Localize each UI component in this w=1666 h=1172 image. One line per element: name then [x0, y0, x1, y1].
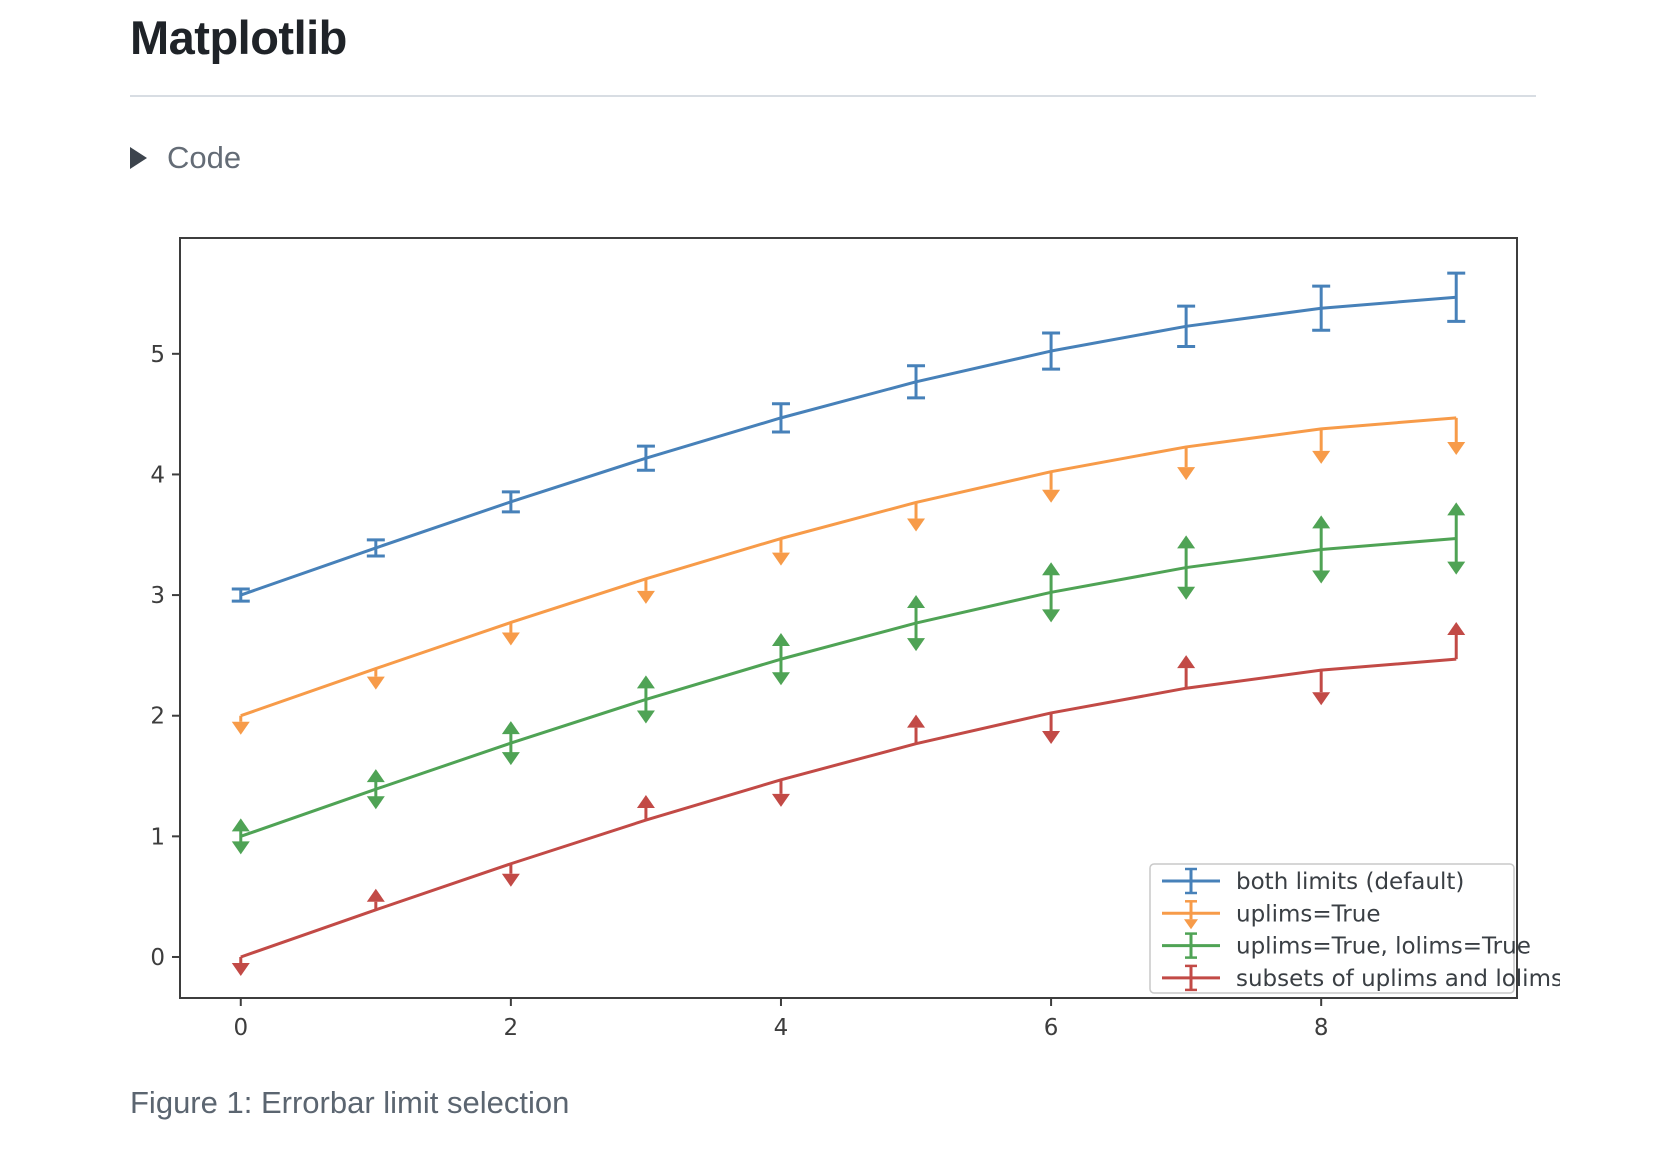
- y-tick-label: 4: [150, 462, 165, 488]
- x-tick-label: 0: [233, 1015, 248, 1041]
- down-arrowhead: [636, 590, 655, 604]
- y-tick-label: 1: [150, 824, 165, 850]
- x-tick-label: 2: [504, 1015, 519, 1041]
- plot-spines: [179, 237, 1518, 999]
- divider: [130, 95, 1536, 97]
- up-arrowhead: [501, 721, 520, 735]
- up-arrowhead: [1312, 515, 1331, 529]
- up-arrowhead: [231, 818, 250, 832]
- series-line-2: [240, 537, 1457, 838]
- x-tick-label: 8: [1314, 1015, 1329, 1041]
- y-tick-label: 5: [150, 342, 165, 368]
- triangle-right-icon: [130, 147, 147, 169]
- x-tick-label: 6: [1044, 1015, 1059, 1041]
- down-arrowhead: [1042, 609, 1061, 623]
- up-arrowhead: [1447, 622, 1466, 636]
- up-arrowhead: [1177, 655, 1196, 669]
- y-tick-label: 3: [150, 583, 165, 609]
- down-arrowhead: [366, 676, 385, 690]
- legend-box: [1149, 863, 1515, 994]
- down-arrowhead: [771, 793, 790, 807]
- down-arrowhead: [907, 518, 926, 532]
- up-arrowhead: [366, 769, 385, 783]
- down-arrowhead: [231, 963, 250, 977]
- code-toggle-label: Code: [167, 140, 242, 175]
- up-arrowhead: [771, 633, 790, 647]
- up-arrowhead: [1042, 562, 1061, 576]
- up-arrowhead: [636, 795, 655, 808]
- up-arrowhead: [1447, 502, 1466, 516]
- down-arrowhead: [501, 873, 520, 887]
- code-section-toggle[interactable]: Code: [130, 140, 241, 176]
- y-tick-label: 0: [150, 945, 165, 971]
- y-tick-label: 2: [150, 704, 165, 730]
- legend-label: uplims=True, lolims=True: [1236, 934, 1531, 960]
- down-arrowhead: [1447, 441, 1466, 455]
- down-arrowhead: [1312, 450, 1331, 464]
- errorbar-chart: 0 2 4 6 8 0 1 2 3 4 5 both limits (default) uplims=T…: [150, 237, 1560, 1041]
- down-arrowhead: [1042, 731, 1061, 745]
- series-line-0: [240, 295, 1457, 597]
- legend-label: subsets of uplims and lolims: [1236, 966, 1560, 992]
- down-arrowhead: [771, 552, 790, 566]
- down-arrowhead: [1447, 561, 1466, 575]
- down-arrowhead: [907, 638, 926, 652]
- down-arrowhead: [1177, 467, 1196, 481]
- down-arrowhead: [771, 672, 790, 686]
- series-line-3: [240, 657, 1457, 959]
- down-arrowhead: [501, 632, 520, 646]
- down-arrowhead: [1312, 570, 1331, 584]
- down-arrowhead: [231, 721, 250, 735]
- down-arrowhead: [1177, 586, 1196, 600]
- down-arrowhead: [1312, 692, 1331, 706]
- up-arrowhead: [366, 888, 385, 902]
- legend-label: uplims=True: [1236, 901, 1380, 927]
- up-arrowhead: [907, 714, 926, 728]
- legend-key-arrow: [1184, 919, 1198, 930]
- down-arrowhead: [1042, 489, 1061, 503]
- x-tick-label: 4: [774, 1015, 789, 1041]
- series-line-1: [240, 416, 1457, 718]
- down-arrowhead: [501, 752, 520, 766]
- down-arrowhead: [231, 841, 250, 855]
- page-title: Matplotlib: [130, 11, 347, 64]
- down-arrowhead: [366, 796, 385, 810]
- down-arrowhead: [636, 710, 655, 724]
- up-arrowhead: [907, 595, 926, 609]
- figure-caption: Figure 1: Errorbar limit selection: [130, 1085, 570, 1120]
- up-arrowhead: [1177, 535, 1196, 549]
- up-arrowhead: [636, 675, 655, 689]
- legend-label: both limits (default): [1236, 869, 1464, 895]
